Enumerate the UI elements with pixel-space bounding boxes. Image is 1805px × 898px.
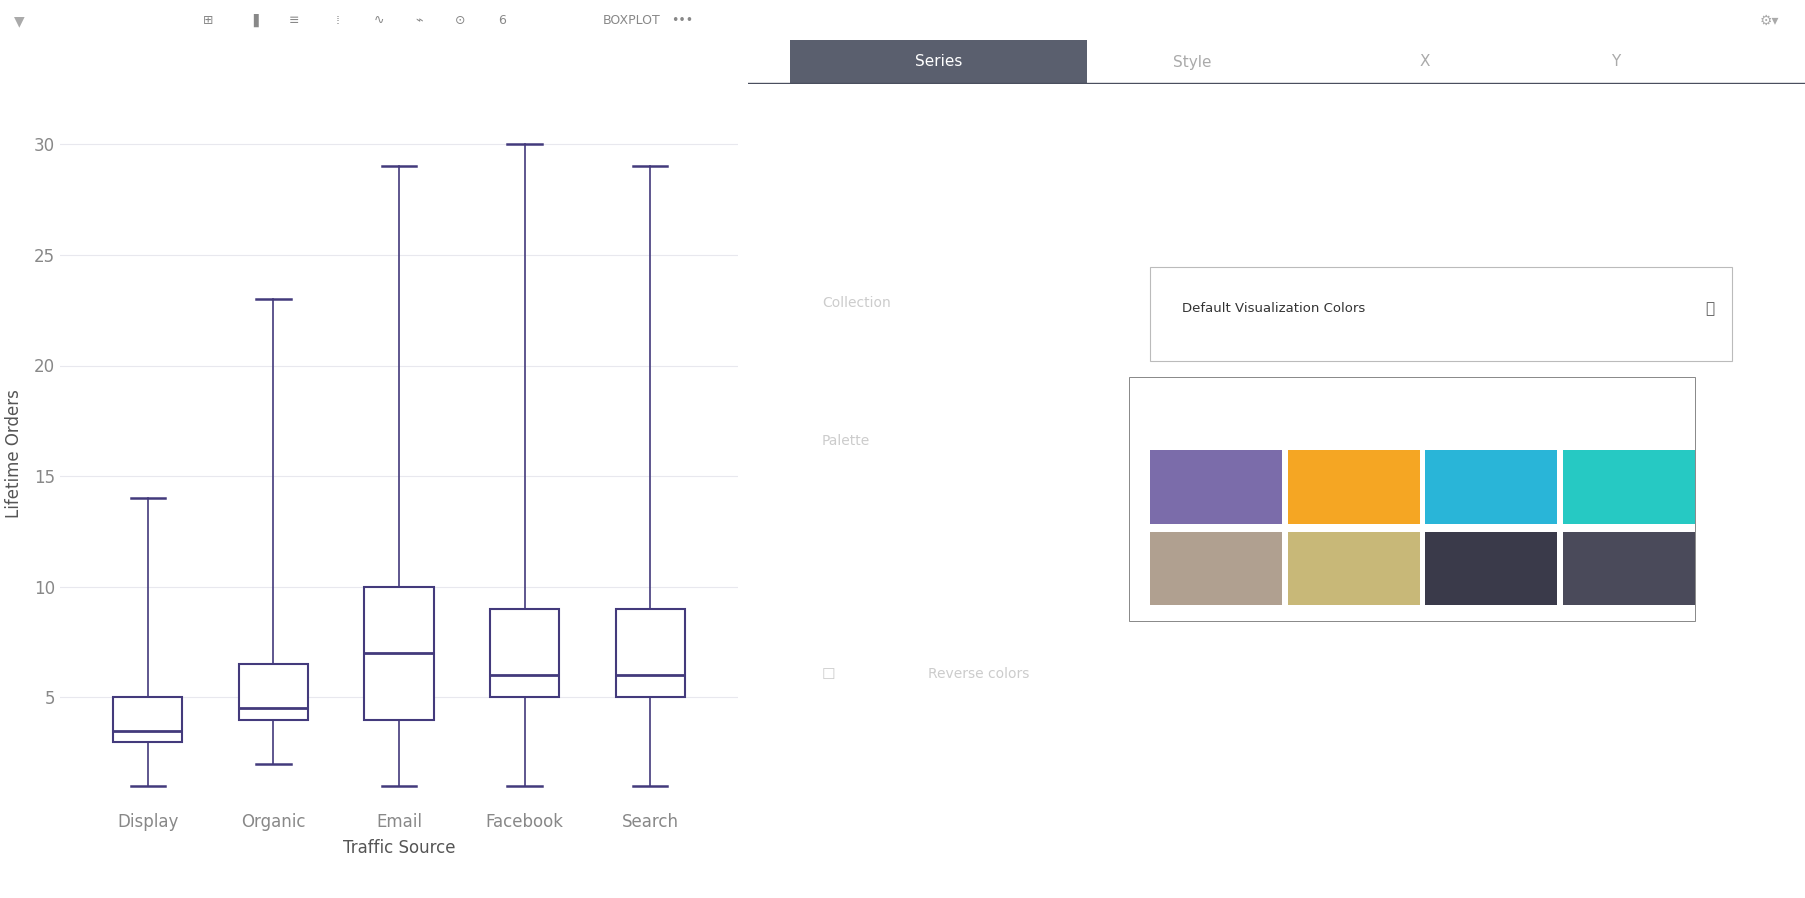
Y-axis label: Lifetime Orders: Lifetime Orders — [5, 390, 23, 518]
Text: ⁞: ⁞ — [336, 14, 339, 27]
Bar — [791, 40, 1087, 84]
PathPatch shape — [489, 609, 560, 698]
Text: BOXPLOT: BOXPLOT — [603, 14, 661, 27]
Text: Collection: Collection — [821, 295, 890, 310]
Bar — [1561, 450, 1693, 524]
Text: Palette: Palette — [821, 434, 870, 448]
Text: ⬧: ⬧ — [1704, 301, 1713, 316]
FancyBboxPatch shape — [1150, 267, 1731, 361]
Text: ≡: ≡ — [289, 14, 300, 27]
Bar — [1287, 450, 1419, 524]
Text: X: X — [1419, 55, 1430, 69]
Text: ⌁: ⌁ — [415, 14, 422, 27]
Text: ⊞: ⊞ — [202, 14, 213, 27]
Bar — [1150, 450, 1282, 524]
Text: Reverse colors: Reverse colors — [928, 667, 1029, 682]
Bar — [1424, 532, 1556, 605]
Text: Series: Series — [915, 55, 962, 69]
X-axis label: Traffic Source: Traffic Source — [343, 840, 455, 858]
Text: ▼: ▼ — [14, 13, 25, 28]
Text: •••: ••• — [671, 14, 693, 27]
PathPatch shape — [238, 665, 309, 719]
PathPatch shape — [616, 609, 684, 698]
Text: ⊙: ⊙ — [455, 14, 466, 27]
Text: Default Visualization Colors: Default Visualization Colors — [1180, 302, 1365, 315]
Text: VISUALIZATION: VISUALIZATION — [40, 13, 170, 29]
Text: ∿: ∿ — [374, 14, 384, 27]
Text: 6: 6 — [498, 14, 505, 27]
Bar — [1561, 532, 1693, 605]
PathPatch shape — [114, 698, 182, 742]
Text: Color Configuration: Color Configuration — [821, 181, 969, 197]
Text: EDIT: EDIT — [783, 12, 827, 30]
Bar — [1150, 532, 1282, 605]
Bar — [1287, 532, 1419, 605]
Text: ☐: ☐ — [821, 666, 836, 682]
Text: Y: Y — [1610, 55, 1619, 69]
PathPatch shape — [365, 586, 433, 719]
Bar — [1424, 450, 1556, 524]
Text: Style: Style — [1173, 55, 1211, 69]
Text: ⚙▾: ⚙▾ — [1758, 13, 1778, 28]
Text: ▐: ▐ — [247, 14, 258, 28]
